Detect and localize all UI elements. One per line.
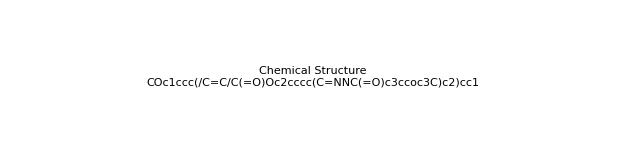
Text: Chemical Structure
COc1ccc(/C=C/C(=O)Oc2cccc(C=NNC(=O)c3ccoc3C)c2)cc1: Chemical Structure COc1ccc(/C=C/C(=O)Oc2… bbox=[146, 66, 480, 88]
